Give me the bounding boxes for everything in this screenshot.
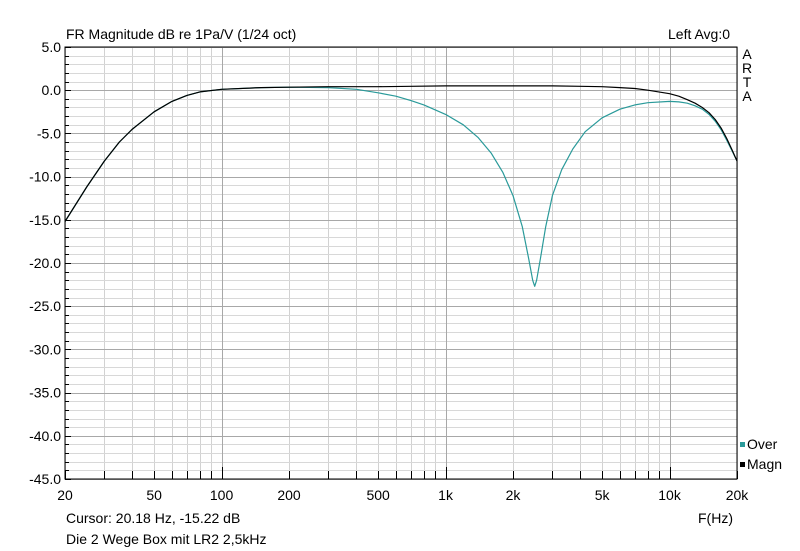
chart-title: FR Magnitude dB re 1Pa/V (1/24 oct)	[66, 26, 297, 42]
plot-frame	[64, 46, 738, 480]
x-tick-labels: 20 50 100 200 500 1k 2k 5k 10k 20k	[57, 487, 749, 503]
legend-item-magn: Magn	[740, 456, 782, 472]
x-tick-label: 1k	[438, 487, 454, 503]
y-tick-label: -45.0	[29, 471, 61, 487]
legend-label-magn: Magn	[747, 456, 783, 472]
series-line-magn	[64, 85, 738, 222]
footnote: Die 2 Wege Box mit LR2 2,5kHz	[66, 531, 267, 547]
brand-logo: A R T A	[741, 47, 753, 103]
y-tick-label: 0.0	[42, 82, 62, 98]
x-tick-label: 100	[210, 487, 234, 503]
x-tick-label: 5k	[595, 487, 611, 503]
y-tick-label: 5.0	[42, 39, 62, 55]
y-tick-label: -10.0	[29, 169, 61, 185]
legend-item-over: Over	[740, 436, 777, 452]
brand-letter: R	[741, 60, 753, 76]
grid-major	[65, 47, 737, 480]
series-line-over	[64, 86, 738, 287]
legend-swatch-over	[740, 442, 745, 447]
brand-letter: T	[742, 74, 752, 90]
axis-ticks	[65, 47, 738, 480]
legend-label-over: Over	[747, 436, 778, 452]
x-tick-label: 50	[146, 487, 162, 503]
y-tick-label: -20.0	[29, 255, 61, 271]
x-axis-label: F(Hz)	[698, 510, 733, 526]
brand-letter: A	[742, 88, 752, 104]
channel-avg-label: Left Avg:0	[668, 26, 731, 42]
y-tick-label: -25.0	[29, 298, 61, 314]
y-tick-label: -15.0	[29, 212, 61, 228]
x-tick-label: 500	[366, 487, 390, 503]
x-tick-label: 2k	[506, 487, 522, 503]
series-layer	[64, 85, 738, 287]
y-tick-labels: 5.0 0.0 -5.0 -10.0 -15.0 -20.0 -25.0 -30.0 -35.0…	[29, 39, 61, 487]
y-tick-label: -40.0	[29, 428, 61, 444]
y-tick-label: -30.0	[29, 341, 61, 357]
legend-swatch-magn	[740, 462, 745, 467]
x-tick-label: 20	[57, 487, 73, 503]
y-tick-label: -35.0	[29, 385, 61, 401]
x-tick-label: 20k	[726, 487, 750, 503]
cursor-readout: Cursor: 20.18 Hz, -15.22 dB	[66, 510, 241, 526]
y-tick-label: -5.0	[37, 125, 61, 141]
x-tick-label: 200	[277, 487, 301, 503]
x-tick-label: 10k	[658, 487, 682, 503]
brand-letter: A	[742, 46, 752, 62]
